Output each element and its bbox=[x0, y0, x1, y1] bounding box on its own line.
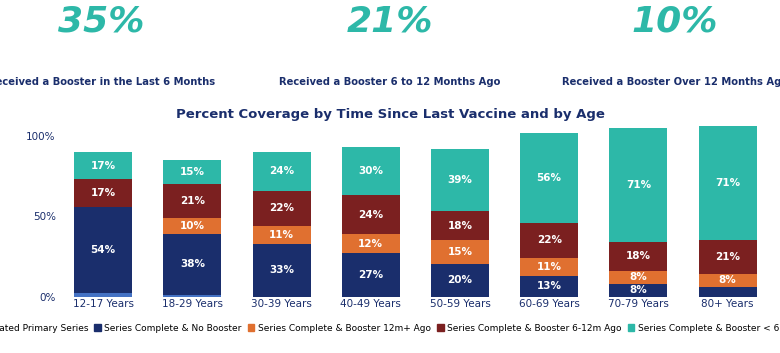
Text: 30%: 30% bbox=[358, 166, 383, 176]
Text: 20%: 20% bbox=[448, 275, 473, 286]
Bar bbox=[74, 152, 132, 179]
Text: 18%: 18% bbox=[448, 221, 473, 231]
Text: 21%: 21% bbox=[180, 196, 205, 206]
Bar bbox=[699, 240, 757, 274]
Text: 8%: 8% bbox=[718, 275, 736, 286]
Bar bbox=[163, 218, 222, 234]
Text: 10%: 10% bbox=[632, 5, 718, 39]
Text: 17%: 17% bbox=[90, 188, 115, 198]
Text: 56%: 56% bbox=[537, 173, 562, 183]
Text: 39%: 39% bbox=[448, 175, 473, 185]
Bar bbox=[520, 258, 578, 276]
Bar bbox=[520, 223, 578, 258]
Bar bbox=[342, 253, 399, 297]
Text: 21%: 21% bbox=[347, 5, 433, 39]
Bar bbox=[342, 147, 399, 196]
Text: 8%: 8% bbox=[629, 285, 647, 295]
Bar bbox=[609, 271, 668, 284]
Text: 71%: 71% bbox=[715, 178, 740, 189]
Bar bbox=[342, 196, 399, 234]
Text: 8%: 8% bbox=[629, 272, 647, 282]
Bar bbox=[699, 287, 757, 297]
Bar bbox=[520, 133, 578, 223]
Bar bbox=[253, 226, 310, 244]
Bar bbox=[431, 211, 489, 240]
Text: 33%: 33% bbox=[269, 265, 294, 275]
Text: 27%: 27% bbox=[358, 270, 383, 280]
Text: 22%: 22% bbox=[269, 203, 294, 213]
Bar bbox=[163, 184, 222, 218]
Bar bbox=[609, 128, 668, 242]
Bar bbox=[253, 244, 310, 297]
Text: 35%: 35% bbox=[58, 5, 144, 39]
Text: Received a Booster 6 to 12 Months Ago: Received a Booster 6 to 12 Months Ago bbox=[279, 77, 501, 87]
Text: 11%: 11% bbox=[537, 262, 562, 272]
Bar bbox=[699, 126, 757, 240]
Bar bbox=[74, 179, 132, 207]
Bar bbox=[74, 207, 132, 293]
Text: Received a Booster Over 12 Months Ago: Received a Booster Over 12 Months Ago bbox=[562, 77, 780, 87]
Bar bbox=[253, 152, 310, 191]
Text: 71%: 71% bbox=[626, 180, 651, 190]
Text: Received a Booster in the Last 6 Months: Received a Booster in the Last 6 Months bbox=[0, 77, 215, 87]
Bar bbox=[342, 234, 399, 253]
Bar bbox=[520, 276, 578, 297]
Text: Percent Coverage by Time Since Last Vaccine and by Age: Percent Coverage by Time Since Last Vacc… bbox=[176, 108, 604, 121]
Bar bbox=[163, 295, 222, 297]
Text: 24%: 24% bbox=[358, 210, 383, 220]
Bar bbox=[431, 149, 489, 211]
Text: 11%: 11% bbox=[269, 230, 294, 240]
Text: 17%: 17% bbox=[90, 161, 115, 171]
Bar bbox=[253, 191, 310, 226]
Text: 12%: 12% bbox=[358, 239, 383, 249]
Bar bbox=[431, 264, 489, 297]
Text: 13%: 13% bbox=[537, 281, 562, 291]
Text: 18%: 18% bbox=[626, 251, 651, 262]
Bar bbox=[163, 234, 222, 295]
Bar bbox=[609, 242, 668, 271]
Bar bbox=[699, 274, 757, 287]
Text: 54%: 54% bbox=[90, 245, 115, 255]
Text: 21%: 21% bbox=[715, 252, 740, 262]
Bar bbox=[609, 284, 668, 297]
Text: 22%: 22% bbox=[537, 235, 562, 245]
Text: 24%: 24% bbox=[269, 166, 294, 176]
Bar bbox=[163, 160, 222, 184]
Bar bbox=[431, 240, 489, 264]
Text: 15%: 15% bbox=[180, 167, 205, 177]
Bar bbox=[74, 293, 132, 297]
Legend: Initiated Primary Series, Series Complete & No Booster, Series Complete & Booste: Initiated Primary Series, Series Complet… bbox=[0, 324, 780, 333]
Text: 10%: 10% bbox=[180, 221, 205, 231]
Text: 15%: 15% bbox=[448, 247, 473, 257]
Text: 38%: 38% bbox=[180, 259, 205, 269]
